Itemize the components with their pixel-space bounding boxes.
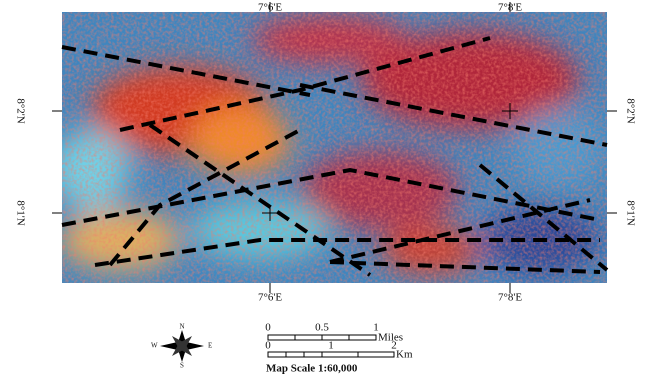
- scale-bar: 0 0.5 1 Miles 0 1 2 Km Map Scale 1:60,00…: [265, 322, 413, 375]
- left-label: 8°2'N: [14, 98, 26, 123]
- top-label: 7°8'E: [498, 2, 522, 14]
- bottom-label: 7°8'E: [498, 292, 522, 304]
- km-tick: 0: [265, 340, 271, 352]
- km-unit: Km: [396, 349, 413, 361]
- map-figure: 7°6'E 7°8'E 7°6'E 7°8'E 8°2'N 8°1'N 8°2'…: [0, 0, 651, 376]
- satellite-image: [50, 12, 607, 283]
- top-label: 7°6'E: [258, 2, 282, 14]
- miles-tick: 0.5: [315, 322, 329, 334]
- compass-s: S: [180, 362, 184, 370]
- right-label: 8°2'N: [624, 98, 636, 123]
- compass-n: N: [179, 323, 184, 331]
- compass-w: W: [151, 342, 158, 350]
- compass-e: E: [208, 342, 212, 350]
- north-arrow: N S E W: [151, 323, 212, 370]
- miles-tick: 0: [265, 322, 271, 334]
- scale-caption: Map Scale 1:60,000: [266, 363, 358, 375]
- left-label: 8°1'N: [14, 200, 26, 225]
- km-tick: 1: [328, 340, 334, 352]
- right-label: 8°1'N: [624, 200, 636, 225]
- bottom-label: 7°6'E: [258, 292, 282, 304]
